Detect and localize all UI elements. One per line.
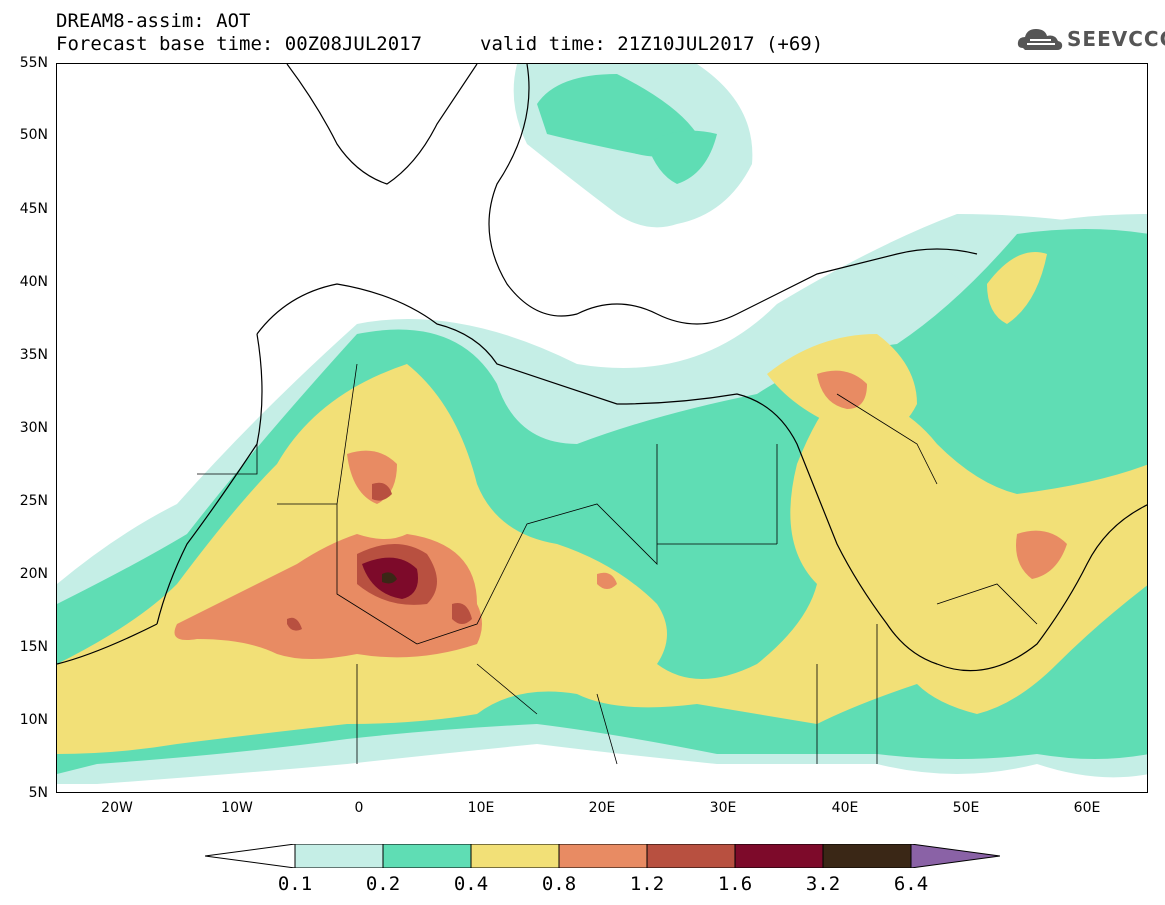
coastline [57,64,1147,672]
lon-label-10E: 10E [467,800,495,816]
colorbar-bin-1.2 [646,844,736,868]
colorbar-bin-0.8 [558,844,648,868]
colorbar-bin-0.1 [294,844,384,868]
logo-text: SEEVCCC [1067,27,1165,51]
colorbar-label-0.1: 0.1 [277,873,313,895]
colorbar-label-0.4: 0.4 [453,873,489,895]
lat-label-55N: 55N [19,55,48,71]
lat-label-50N: 50N [19,127,48,143]
lon-label-20E: 20E [588,800,616,816]
colorbar-bin-1.6 [734,844,824,868]
lon-label-10W: 10W [221,800,253,816]
lat-label-30N: 30N [19,420,48,436]
colorbar-bin-0.4 [470,844,560,868]
colorbar [205,844,1000,868]
map-title: DREAM8-assim: AOT [56,10,251,32]
cloud-icon [1017,29,1063,50]
lat-label-15N: 15N [19,639,48,655]
aot-map [56,63,1148,793]
lat-label-20N: 20N [19,566,48,582]
colorbar-over-arrow [910,844,1000,868]
colorbar-label-1.2: 1.2 [629,873,665,895]
lon-label-40E: 40E [831,800,859,816]
lon-label-50E: 50E [952,800,980,816]
lat-label-40N: 40N [19,274,48,290]
lon-label-60E: 60E [1073,800,1101,816]
valid-time: valid time: 21Z10JUL2017 (+69) [480,33,824,55]
colorbar-label-0.8: 0.8 [541,873,577,895]
lat-label-10N: 10N [19,712,48,728]
lon-label-30E: 30E [709,800,737,816]
colorbar-label-0.2: 0.2 [365,873,401,895]
lat-label-35N: 35N [19,347,48,363]
colorbar-bin-0.2 [382,844,472,868]
seevccc-logo: SEEVCCC [1015,22,1165,56]
lon-label-20W: 20W [101,800,133,816]
lon-label-0: 0 [354,800,364,816]
colorbar-label-3.2: 3.2 [805,873,841,895]
aot-field [57,64,1147,784]
colorbar-under-arrow [205,844,296,868]
lat-label-5N: 5N [28,785,48,801]
colorbar-label-6.4: 6.4 [893,873,929,895]
forecast-base-time: Forecast base time: 00Z08JUL2017 [56,33,423,55]
colorbar-label-1.6: 1.6 [717,873,753,895]
lat-label-45N: 45N [19,201,48,217]
aot-level-3.2 [382,572,397,584]
country-borders [197,363,1038,765]
lat-label-25N: 25N [19,493,48,509]
colorbar-bin-3.2 [822,844,912,868]
